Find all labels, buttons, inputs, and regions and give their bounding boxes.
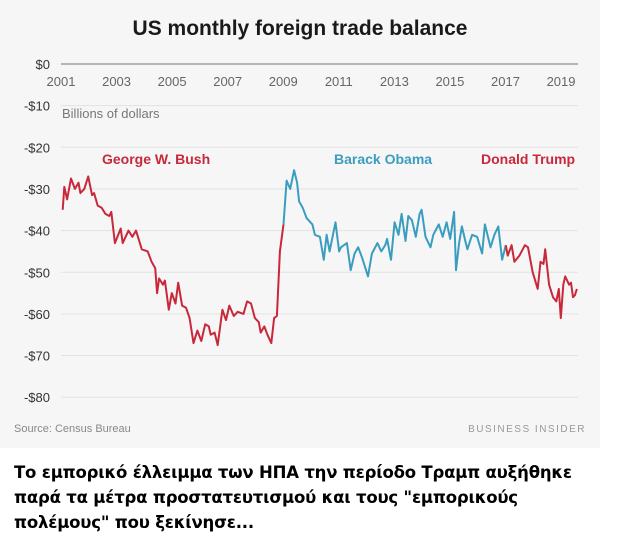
- series-label: Donald Trump: [481, 151, 575, 167]
- y-tick-label: -$40: [24, 224, 50, 239]
- series-label: Barack Obama: [334, 151, 432, 167]
- y-tick-label: -$10: [24, 99, 50, 114]
- x-tick-label: 2019: [547, 74, 576, 89]
- y-tick-label: -$30: [24, 182, 50, 197]
- x-tick-label: 2003: [102, 74, 131, 89]
- series-line: [282, 169, 507, 278]
- x-tick-label: 2005: [158, 74, 187, 89]
- series-lines: George W. Bush Barack Obama Donald Trump: [61, 151, 578, 347]
- series-donald-trump: Donald Trump: [481, 151, 578, 320]
- series-barack-obama: Barack Obama: [282, 151, 507, 278]
- gridlines: [61, 63, 578, 398]
- x-tick-label: 2017: [491, 74, 520, 89]
- y-tick-label: -$20: [24, 140, 50, 155]
- line-chart: US monthly foreign trade balance $0 -$10 -…: [14, 17, 586, 435]
- x-tick-label: 2009: [269, 74, 298, 89]
- y-axis-ticks: $0 -$10 -$20 -$30 -$40 -$50 -$60 -$70 -$80: [24, 57, 50, 405]
- x-tick-label: 2001: [47, 74, 76, 89]
- y-tick-label: $0: [36, 57, 50, 72]
- y-axis-label: Billions of dollars: [62, 106, 160, 121]
- x-tick-label: 2013: [380, 74, 409, 89]
- series-line: [61, 175, 285, 347]
- chart-title: US monthly foreign trade balance: [133, 17, 468, 40]
- y-tick-label: -$80: [24, 390, 50, 405]
- series-george-w-bush: George W. Bush: [61, 151, 285, 347]
- y-tick-label: -$70: [24, 349, 50, 364]
- x-tick-label: 2007: [213, 74, 242, 89]
- x-axis-ticks: 2001 2003 2005 2007 2009 2011 2013 2015 2017 2019: [47, 74, 576, 89]
- x-tick-label: 2011: [325, 74, 353, 89]
- caption-text: Το εμπορικό έλλειμμα των ΗΠΑ την περίοδο…: [14, 463, 572, 532]
- series-label: George W. Bush: [102, 151, 210, 167]
- y-tick-label: -$60: [24, 307, 50, 322]
- brand-logo: BUSINESS INSIDER: [468, 424, 586, 435]
- series-line: [504, 244, 578, 320]
- source-note: Source: Census Bureau: [14, 423, 131, 435]
- y-tick-label: -$50: [24, 265, 50, 280]
- chart-panel: US monthly foreign trade balance $0 -$10 -…: [14, 17, 586, 435]
- x-tick-label: 2015: [435, 74, 464, 89]
